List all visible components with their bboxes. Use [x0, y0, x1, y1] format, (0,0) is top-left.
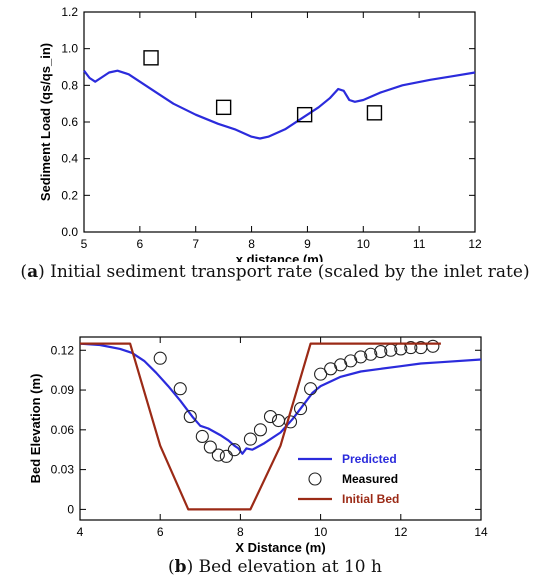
x-axis-label: x distance (m): [236, 252, 323, 262]
data-point-square: [296, 106, 313, 123]
caption-a-text: Initial sediment transport rate (scaled …: [50, 262, 530, 282]
x-tick-label: 14: [474, 525, 488, 539]
legend-label: Initial Bed: [342, 492, 399, 506]
series-line-predicted: [79, 342, 482, 455]
data-point-circle: [304, 382, 318, 396]
data-point-circle: [283, 415, 298, 429]
data-point-circle: [364, 347, 378, 361]
data-point-square: [366, 105, 383, 121]
plot-frame: [79, 336, 482, 521]
y-tick-label: 0.0: [61, 225, 78, 239]
legend-label: Predicted: [342, 452, 397, 466]
x-tick-label: 4: [77, 525, 84, 539]
data-point-circle: [243, 432, 257, 446]
y-tick-label: 0.6: [61, 115, 78, 129]
y-tick-label: 0.4: [61, 152, 78, 166]
x-tick-label: 12: [468, 237, 482, 251]
data-point-circle: [203, 440, 217, 454]
y-tick-label: 1.0: [61, 42, 78, 56]
data-point-circle: [293, 402, 308, 416]
data-point-circle: [227, 443, 241, 457]
plot-frame: [83, 11, 476, 233]
data-point-circle: [211, 448, 225, 462]
caption-b-text: Bed elevation at 10 h: [198, 557, 382, 577]
x-tick-label: 6: [157, 525, 164, 539]
x-tick-label: 7: [192, 237, 199, 251]
x-tick-label: 10: [357, 237, 371, 251]
data-point-circle: [183, 410, 197, 424]
caption-b: (b) Bed elevation at 10 h: [168, 557, 382, 577]
data-point-circle: [354, 350, 368, 364]
x-tick-label: 11: [413, 237, 426, 251]
y-tick-label: 0.03: [51, 463, 75, 477]
data-point-circle: [173, 382, 187, 396]
data-point-circle: [314, 367, 328, 381]
x-tick-label: 8: [237, 525, 244, 539]
caption-a: (a) Initial sediment transport rate (sca…: [20, 262, 530, 282]
data-point-circle: [404, 341, 418, 355]
data-point-circle: [263, 410, 278, 424]
x-tick-label: 10: [314, 525, 328, 539]
data-point-circle: [153, 351, 167, 365]
caption-b-label: b: [174, 557, 187, 577]
x-tick-label: 5: [81, 237, 88, 251]
x-tick-label: 8: [248, 237, 255, 251]
chart-a: 5 6 7 8 9 10 11 12 0.0 0.2 0.4 0.6 0.8 1.0 1.2 x distan…: [38, 5, 482, 262]
series-line-0: [83, 69, 476, 140]
y-tick-label: 0.09: [51, 383, 75, 397]
x-tick-label: 6: [137, 237, 144, 251]
x-tick-label: 12: [394, 525, 408, 539]
data-point-square: [215, 99, 232, 116]
data-point-circle: [219, 449, 233, 463]
x-tick-label: 9: [304, 237, 311, 251]
data-point-circle: [374, 345, 388, 359]
y-axis-label: Bed Elevation (m): [28, 374, 43, 484]
y-tick-label: 0.8: [61, 78, 78, 92]
y-axis-label: Sediment Load (qs/qs_in): [38, 43, 53, 201]
legend-swatch: [308, 472, 322, 486]
chart-b: 4 6 8 10 12 14 0 0.03 0.06 0.09 0.12 X Distance (m)…: [28, 336, 488, 555]
y-tick-label: 0.06: [51, 423, 75, 437]
y-tick-label: 0.12: [51, 343, 75, 357]
x-axis-label: X Distance (m): [235, 540, 325, 555]
y-tick-label: 1.2: [61, 5, 78, 19]
y-tick-label: 0: [67, 502, 74, 516]
data-point-square: [143, 50, 159, 66]
y-tick-label: 0.2: [61, 188, 78, 202]
data-point-circle: [195, 429, 209, 444]
data-point-circle: [426, 339, 440, 353]
data-point-circle: [253, 423, 268, 437]
caption-a-label: a: [27, 262, 39, 282]
series-line-initial-bed: [80, 342, 441, 511]
legend-label: Measured: [342, 472, 398, 486]
